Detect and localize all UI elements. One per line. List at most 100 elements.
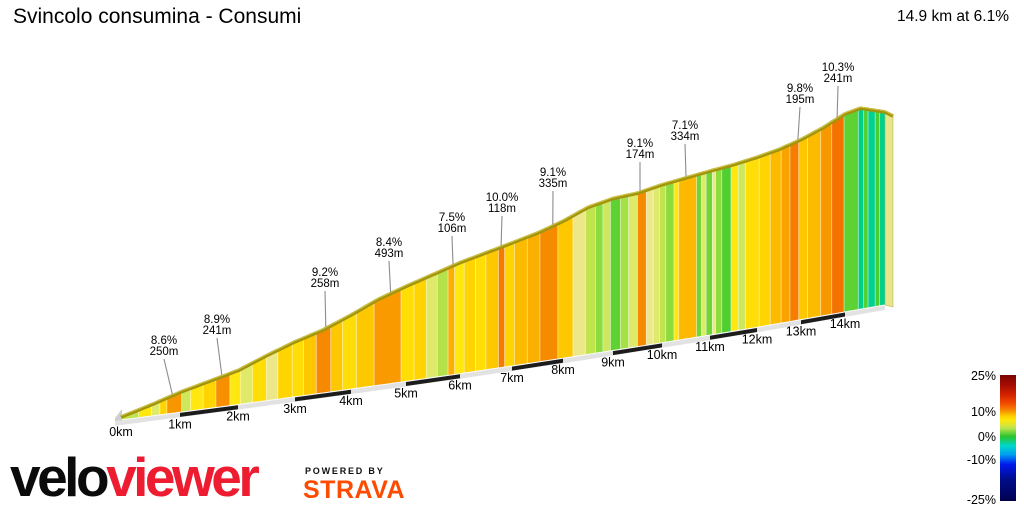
annotation-leader-line (324, 290, 327, 328)
gradient-band (373, 288, 402, 387)
gradient-band (659, 183, 667, 344)
gradient-band (820, 121, 833, 317)
gradient-band (291, 337, 304, 398)
annotation-length: 106m (438, 223, 467, 235)
annotation-length: 493m (375, 248, 404, 260)
km-label: 8km (551, 363, 575, 377)
km-label: 12km (742, 332, 773, 346)
gradient-band (712, 169, 716, 336)
annotation-length: 334m (671, 131, 700, 143)
gradient-band (645, 187, 654, 346)
ridge-highlight (120, 106, 894, 417)
gradient-band (678, 174, 697, 341)
strava-logo: STRAVA (303, 476, 406, 504)
veloviewer-logo: veloviewer (10, 450, 260, 505)
km-bar (512, 358, 563, 371)
km-bar (710, 328, 757, 340)
gradient-band (514, 236, 528, 367)
km-label: 7km (500, 371, 524, 385)
gradient-band (879, 110, 886, 307)
gradient-band (758, 152, 771, 328)
gradient-band (303, 332, 317, 397)
annotation-length: 174m (626, 149, 655, 161)
gradient-band (843, 108, 859, 313)
annotation-length: 241m (203, 325, 232, 337)
gradient-band (673, 179, 680, 342)
gradient-band (620, 194, 630, 350)
km-label: 2km (226, 410, 250, 424)
gradient-band (737, 160, 746, 331)
annotation-length: 118m (488, 203, 516, 215)
gradient-band (769, 147, 782, 326)
annotation-leader-line (836, 85, 839, 118)
annotation-gradient: 9.2% (312, 267, 338, 279)
gradient-band (498, 245, 506, 369)
veloviewer-logo-velo: velo (10, 446, 110, 508)
gradient-band (557, 215, 574, 360)
annotation-leader-line (797, 106, 801, 140)
annotation-length: 250m (150, 346, 179, 358)
gradient-band (356, 301, 375, 389)
gradient-band (277, 342, 293, 400)
climb-summary: 14.9 km at 6.1% (896, 8, 1009, 25)
annotation-gradient: 9.1% (627, 138, 653, 150)
annotation-leader-line (216, 337, 223, 376)
gradient-band (426, 272, 438, 379)
gradient-band (780, 144, 791, 324)
gradient-band (857, 108, 865, 311)
annotation-leader-line (500, 215, 503, 246)
gradient-band (413, 276, 427, 381)
km-bar (801, 312, 845, 325)
gradient-band (454, 260, 465, 375)
gradient-band (701, 171, 707, 337)
baseline (115, 304, 886, 422)
km-label: 6km (448, 379, 472, 393)
gradient-band (789, 140, 800, 323)
km-label: 5km (394, 386, 418, 400)
annotation-gradient: 7.1% (672, 120, 698, 132)
annotation-leader-line (388, 260, 392, 293)
annotation-length: 241m (824, 73, 853, 85)
km-label: 0km (109, 425, 133, 439)
gradient-band (715, 167, 723, 335)
gradient-band (831, 113, 845, 315)
gradient-band (863, 108, 869, 310)
veloviewer-logo-viewer: viewer (106, 446, 260, 508)
km-axis-labels: 0km 1km 2km 3km 4km 5km 6km 7km 8km 9km 10km 11km 12… (109, 317, 860, 439)
gradient-band (874, 110, 881, 308)
gradient-band (798, 135, 808, 321)
page-title: Svincolo consumina - Consumi (13, 5, 302, 28)
km-bar (613, 343, 662, 356)
gradient-band (807, 128, 822, 319)
profile-end-face (884, 111, 894, 308)
gradient-band (400, 282, 415, 383)
km-label: 9km (601, 356, 625, 370)
gradient-band (652, 185, 660, 345)
annotation-leader-line (163, 358, 173, 395)
gradient-band (610, 196, 621, 352)
gradient-band (342, 311, 357, 391)
annotation-length: 335m (539, 178, 568, 190)
gradient-band (504, 241, 515, 368)
gradient-band (721, 164, 732, 334)
annotation-gradient: 8.4% (376, 237, 402, 249)
gradient-band (315, 325, 332, 395)
km-bar (180, 405, 238, 417)
gradient-band (463, 256, 476, 374)
gradient-band (436, 267, 449, 378)
gradient-band (867, 108, 876, 309)
annotation-gradient: 10.3% (822, 62, 855, 74)
annotation-gradient: 8.6% (151, 335, 177, 347)
gradient-band (572, 208, 586, 358)
powered-by-label: POWERED BY (305, 466, 385, 476)
km-label: 1km (168, 417, 192, 431)
gradient-band (696, 173, 702, 338)
annotation-gradient: 9.8% (787, 83, 813, 95)
gradient-band (475, 252, 487, 372)
km-label: 10km (647, 348, 678, 362)
annotation-length: 258m (311, 278, 340, 290)
gradient-band (485, 247, 499, 371)
steep-section-annotations: 8.6%250m8.9%241m9.2%258m8.4%493m7.5%106m… (150, 62, 855, 395)
